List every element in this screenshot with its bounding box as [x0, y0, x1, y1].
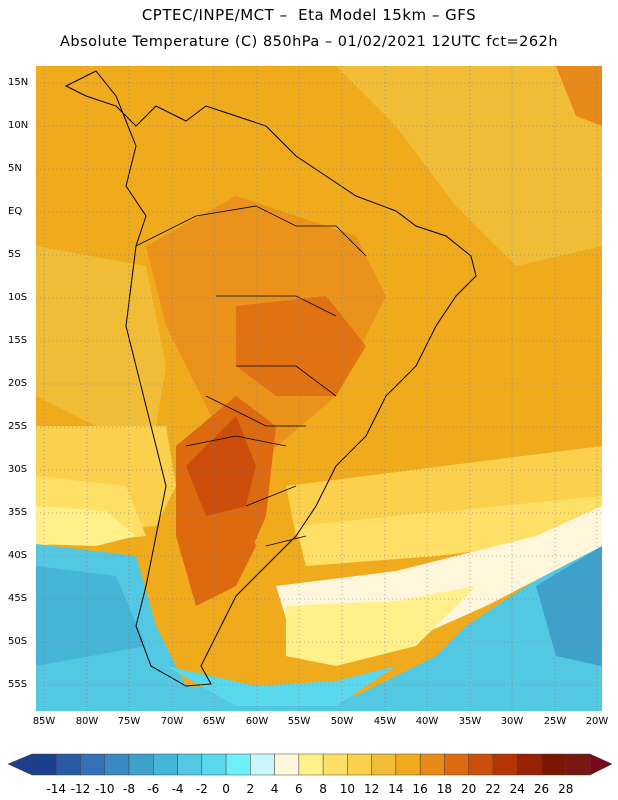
field-patagonia-22	[196, 506, 256, 586]
colorbar-swatch	[444, 753, 469, 776]
colorbar-swatch	[516, 753, 542, 776]
colorbar-arrow-left	[7, 753, 33, 776]
colorbar-tick-label: -8	[123, 782, 136, 796]
lon-label: 25W	[543, 716, 567, 727]
colorbar-swatch	[298, 753, 324, 776]
field-brazil-22	[236, 296, 366, 396]
field-band-8	[286, 586, 476, 666]
lat-label: 25S	[8, 421, 28, 432]
colorbar-tick-label: -12	[70, 782, 91, 796]
colorbar-swatch	[31, 753, 57, 776]
lat-label: 15N	[8, 77, 29, 88]
lon-label: 60W	[245, 716, 269, 727]
colorbar-swatch	[395, 753, 421, 776]
lon-label: 70W	[160, 716, 184, 727]
field-north-ocean	[336, 66, 602, 266]
continent-coastline	[64, 70, 477, 687]
colorbar-tick-label: -10	[94, 782, 115, 796]
field-west-pacific	[36, 246, 166, 426]
lon-label: 30W	[500, 716, 524, 727]
field-argentina-24	[186, 416, 256, 516]
country-borders	[135, 205, 367, 547]
lon-label: 65W	[202, 716, 226, 727]
colorbar-tick-label: 18	[436, 782, 453, 796]
colorbar-swatch	[371, 753, 397, 776]
lat-label: 35S	[8, 507, 28, 518]
colorbar-tick-label: 4	[270, 782, 279, 796]
lat-label: 10N	[8, 120, 29, 131]
lon-label: 40W	[415, 716, 439, 727]
colorbar-swatch	[80, 753, 106, 776]
lat-label: 5S	[8, 249, 21, 260]
colorbar-swatch	[250, 753, 275, 776]
lat-label: 30S	[8, 464, 28, 475]
colorbar-swatch	[492, 753, 518, 776]
lon-label: 20W	[585, 716, 609, 727]
colorbar-tick-label: 28	[558, 782, 574, 796]
colorbar-tick-label: 24	[509, 782, 525, 796]
lat-label: 40S	[8, 550, 28, 561]
colorbar-arrow-right	[589, 753, 613, 776]
colorbar-tick-label: 16	[412, 782, 428, 796]
colorbar-swatch	[565, 753, 591, 776]
colorbar-swatch	[56, 753, 81, 776]
lon-label: 85W	[32, 716, 56, 727]
colorbar-tick-label: -4	[171, 782, 184, 796]
lon-label: 80W	[75, 716, 99, 727]
colorbar-tick-label: -6	[147, 782, 160, 796]
colorbar-tick-label: 6	[295, 782, 303, 796]
chart-title-model: CPTEC/INPE/MCT – Eta Model 15km – GFS	[141, 6, 477, 24]
lon-label: 75W	[117, 716, 141, 727]
lat-label: 5N	[8, 163, 22, 174]
colorbar-tick-label: 20	[461, 782, 477, 796]
colorbar-tick-label: -14	[46, 782, 67, 796]
colorbar-swatch	[104, 753, 130, 776]
colorbar-swatch	[541, 753, 566, 776]
lon-label: 55W	[287, 716, 311, 727]
colorbar-swatch	[225, 753, 251, 776]
colorbar-swatch	[347, 753, 372, 776]
lon-label: 50W	[330, 716, 354, 727]
colorbar-tick-label: 10	[339, 782, 356, 796]
colorbar-tick-label: 12	[364, 782, 380, 796]
lon-label: 45W	[373, 716, 397, 727]
colorbar-tick-label: 26	[533, 782, 550, 796]
colorbar-swatch	[274, 753, 300, 776]
colorbar-tick-label: 0	[222, 782, 230, 796]
temperature-map	[36, 66, 602, 711]
colorbar-tick-label: -2	[195, 782, 208, 796]
colorbar-swatch	[419, 753, 445, 776]
lon-label: 35W	[458, 716, 482, 727]
colorbar-tick-label: 22	[485, 782, 501, 796]
lat-label: 10S	[8, 292, 28, 303]
lat-label: 45S	[8, 593, 28, 604]
lat-label: 15S	[8, 335, 28, 346]
colorbar	[7, 753, 613, 776]
field-warm-ne	[556, 66, 602, 126]
colorbar-tick-label: 14	[388, 782, 404, 796]
colorbar-swatch	[128, 753, 154, 776]
lat-label: 50S	[8, 636, 28, 647]
colorbar-swatch	[153, 753, 178, 776]
field-cold-south	[36, 536, 602, 711]
field-band-12	[36, 506, 136, 546]
lat-label: 20S	[8, 378, 28, 389]
field-atl-18	[286, 446, 602, 536]
chart-title-variable: Absolute Temperature (C) 850hPa – 01/02/…	[59, 34, 559, 50]
lat-label: 55S	[8, 679, 28, 690]
lat-label: EQ	[8, 206, 23, 217]
field-colder-pacific	[36, 566, 146, 666]
colorbar-swatch	[177, 753, 203, 776]
field-colder-atlantic	[536, 546, 602, 666]
colorbar-tick-label: 2	[246, 782, 255, 796]
colorbar-tick-label: 8	[319, 782, 327, 796]
colorbar-swatch	[201, 753, 227, 776]
field-band-2	[166, 666, 396, 706]
colorbar-swatch	[468, 753, 494, 776]
field-atl-14	[296, 496, 602, 566]
colorbar-swatch	[322, 753, 348, 776]
